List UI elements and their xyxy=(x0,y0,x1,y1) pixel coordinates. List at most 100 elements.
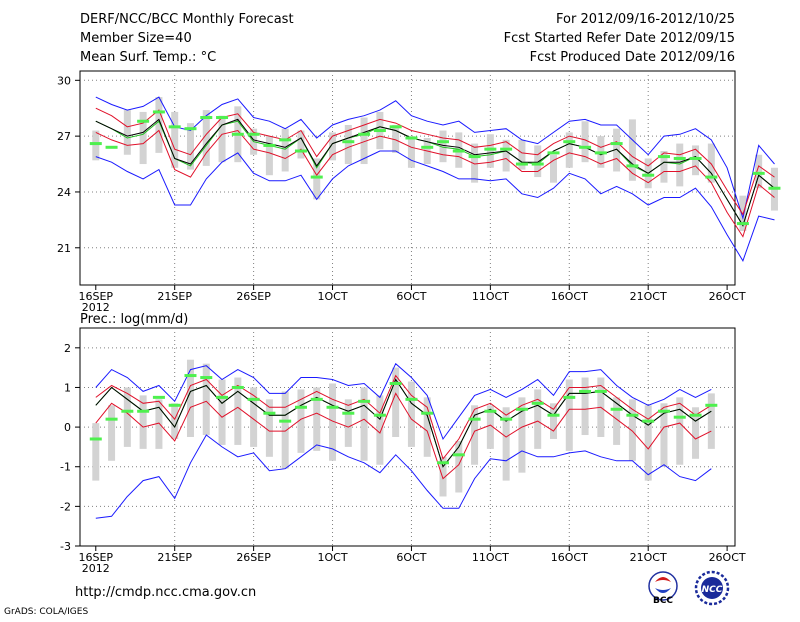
prec-range-bar xyxy=(360,387,368,461)
prec-ytick-label: 2 xyxy=(64,342,71,355)
temp-range-bar xyxy=(628,119,636,181)
prec-year-label: 2012 xyxy=(82,562,110,575)
temp-xtick-label: 11OCT xyxy=(472,290,509,303)
prec-ytick-label: 1 xyxy=(64,381,71,394)
temp-range-bar xyxy=(534,145,542,178)
prec-ytick-label: -1 xyxy=(60,461,71,474)
prec-line-lower-quartile xyxy=(95,392,712,480)
prec-range-bar xyxy=(313,387,321,451)
temp-line-lower-quartile xyxy=(95,129,775,238)
prec-range-bar xyxy=(297,389,305,453)
prec-xtick-label: 16OCT xyxy=(551,551,588,564)
prec-range-bar xyxy=(534,389,542,449)
temp-range-bar xyxy=(755,154,763,189)
temp-range-bar xyxy=(502,139,510,172)
temp-xtick-label: 6OCT xyxy=(396,290,426,303)
temp-ytick-label: 30 xyxy=(57,74,71,87)
temp-xtick-label: 16OCT xyxy=(551,290,588,303)
prec-range-bar xyxy=(186,359,194,437)
temp-range-bar xyxy=(139,111,147,165)
prec-xtick-label: 21OCT xyxy=(630,551,667,564)
source-url[interactable]: http://cmdp.ncc.cma.gov.cn xyxy=(75,585,256,600)
bcc-logo-ring xyxy=(648,571,678,601)
temp-range-bar xyxy=(92,130,100,161)
temp-xtick-label: 26OCT xyxy=(709,290,746,303)
grads-credit: GrADS: COLA/IGES xyxy=(4,607,88,617)
prec-range-bar xyxy=(455,440,463,493)
prec-line-ensemble-min xyxy=(95,434,712,519)
temp-xtick-label: 21OCT xyxy=(630,290,667,303)
temp-range-bar xyxy=(202,110,210,166)
temp-line-upper-quartile xyxy=(95,107,775,216)
precip-label: Prec.: log(mm/d) xyxy=(80,312,188,327)
temp-ytick-label: 21 xyxy=(57,242,71,255)
prec-range-bar xyxy=(486,405,494,449)
temp-range-bar xyxy=(123,110,131,155)
refer-date: Fcst Started Refer Date 2012/09/15 xyxy=(504,31,735,46)
temp-frame xyxy=(79,70,736,286)
prec-range-bar xyxy=(407,381,415,447)
prec-range-bar xyxy=(92,423,100,481)
prec-ytick-label: 0 xyxy=(64,421,71,434)
prec-range-bar xyxy=(234,377,242,445)
temp-range-bar xyxy=(407,136,415,168)
prec-range-bar xyxy=(549,403,557,439)
precipitation-chart: 16SEP 21SEP 26SEP 1OCT 6OCT 11OCT 16OCT 21OCT 26… xyxy=(60,327,746,575)
prec-range-bar xyxy=(155,399,163,449)
temp-range-bar xyxy=(313,158,321,200)
prec-range-bar xyxy=(518,397,526,473)
temp-year-label: 2012 xyxy=(82,301,110,314)
temp-range-bar xyxy=(518,139,526,170)
temp-ytick-label: 27 xyxy=(57,130,71,143)
temp-range-bar xyxy=(265,136,273,176)
prec-range-bar xyxy=(613,397,621,445)
temp-line-ensemble-median xyxy=(95,120,775,227)
temp-range-bar xyxy=(565,132,573,168)
prec-range-bar xyxy=(123,387,131,447)
prec-xtick-label: 26SEP xyxy=(236,551,271,564)
prec-range-bar xyxy=(265,399,273,457)
prec-range-bar xyxy=(218,379,226,445)
bcc-logo-swirl-blue xyxy=(655,588,671,593)
prec-frame xyxy=(79,327,736,547)
figure-title: DERF/NCC/BCC Monthly Forecast xyxy=(80,12,294,27)
prec-xtick-label: 1OCT xyxy=(317,551,347,564)
prec-range-bar xyxy=(660,403,668,467)
prec-ytick-label: -3 xyxy=(60,540,71,553)
prec-range-bar xyxy=(644,405,652,481)
member-size: Member Size=40 xyxy=(80,31,192,46)
prec-range-bar xyxy=(250,387,258,447)
bcc-logo-swirl-red xyxy=(655,577,671,582)
prec-xtick-label: 6OCT xyxy=(396,551,426,564)
produced-date: Fcst Produced Date 2012/09/16 xyxy=(530,50,735,65)
temp-range-bar xyxy=(439,130,447,163)
temp-range-bar xyxy=(155,97,163,153)
temp-range-bar xyxy=(692,145,700,176)
variable-label: Mean Surf. Temp.: °C xyxy=(80,50,216,65)
temp-range-bar xyxy=(660,151,668,183)
prec-range-bar xyxy=(628,399,636,461)
temp-range-bar xyxy=(581,121,589,163)
prec-ytick-label: -2 xyxy=(60,500,71,513)
temp-range-bar xyxy=(218,115,226,163)
temp-range-bar xyxy=(344,124,352,165)
forecast-period: For 2012/09/16-2012/10/25 xyxy=(556,12,735,27)
bcc-logo-text: BCC xyxy=(653,596,673,606)
prec-range-bar xyxy=(171,403,179,439)
temp-xtick-label: 16SEP xyxy=(78,290,113,303)
prec-line-ensemble-mean xyxy=(95,378,712,468)
ncc-logo: NCC xyxy=(694,570,730,606)
prec-range-bar xyxy=(581,377,589,436)
prec-range-bar xyxy=(376,395,384,465)
prec-xtick-label: 16SEP xyxy=(78,551,113,564)
prec-range-bar xyxy=(423,397,431,457)
temp-range-bar xyxy=(549,154,557,183)
bcc-logo: BCC xyxy=(648,571,678,606)
prec-range-bar xyxy=(108,405,116,461)
prec-xtick-label: 11OCT xyxy=(472,551,509,564)
temp-line-ensemble-min xyxy=(95,150,775,262)
prec-range-bar xyxy=(439,456,447,497)
temp-range-bar xyxy=(486,134,494,168)
